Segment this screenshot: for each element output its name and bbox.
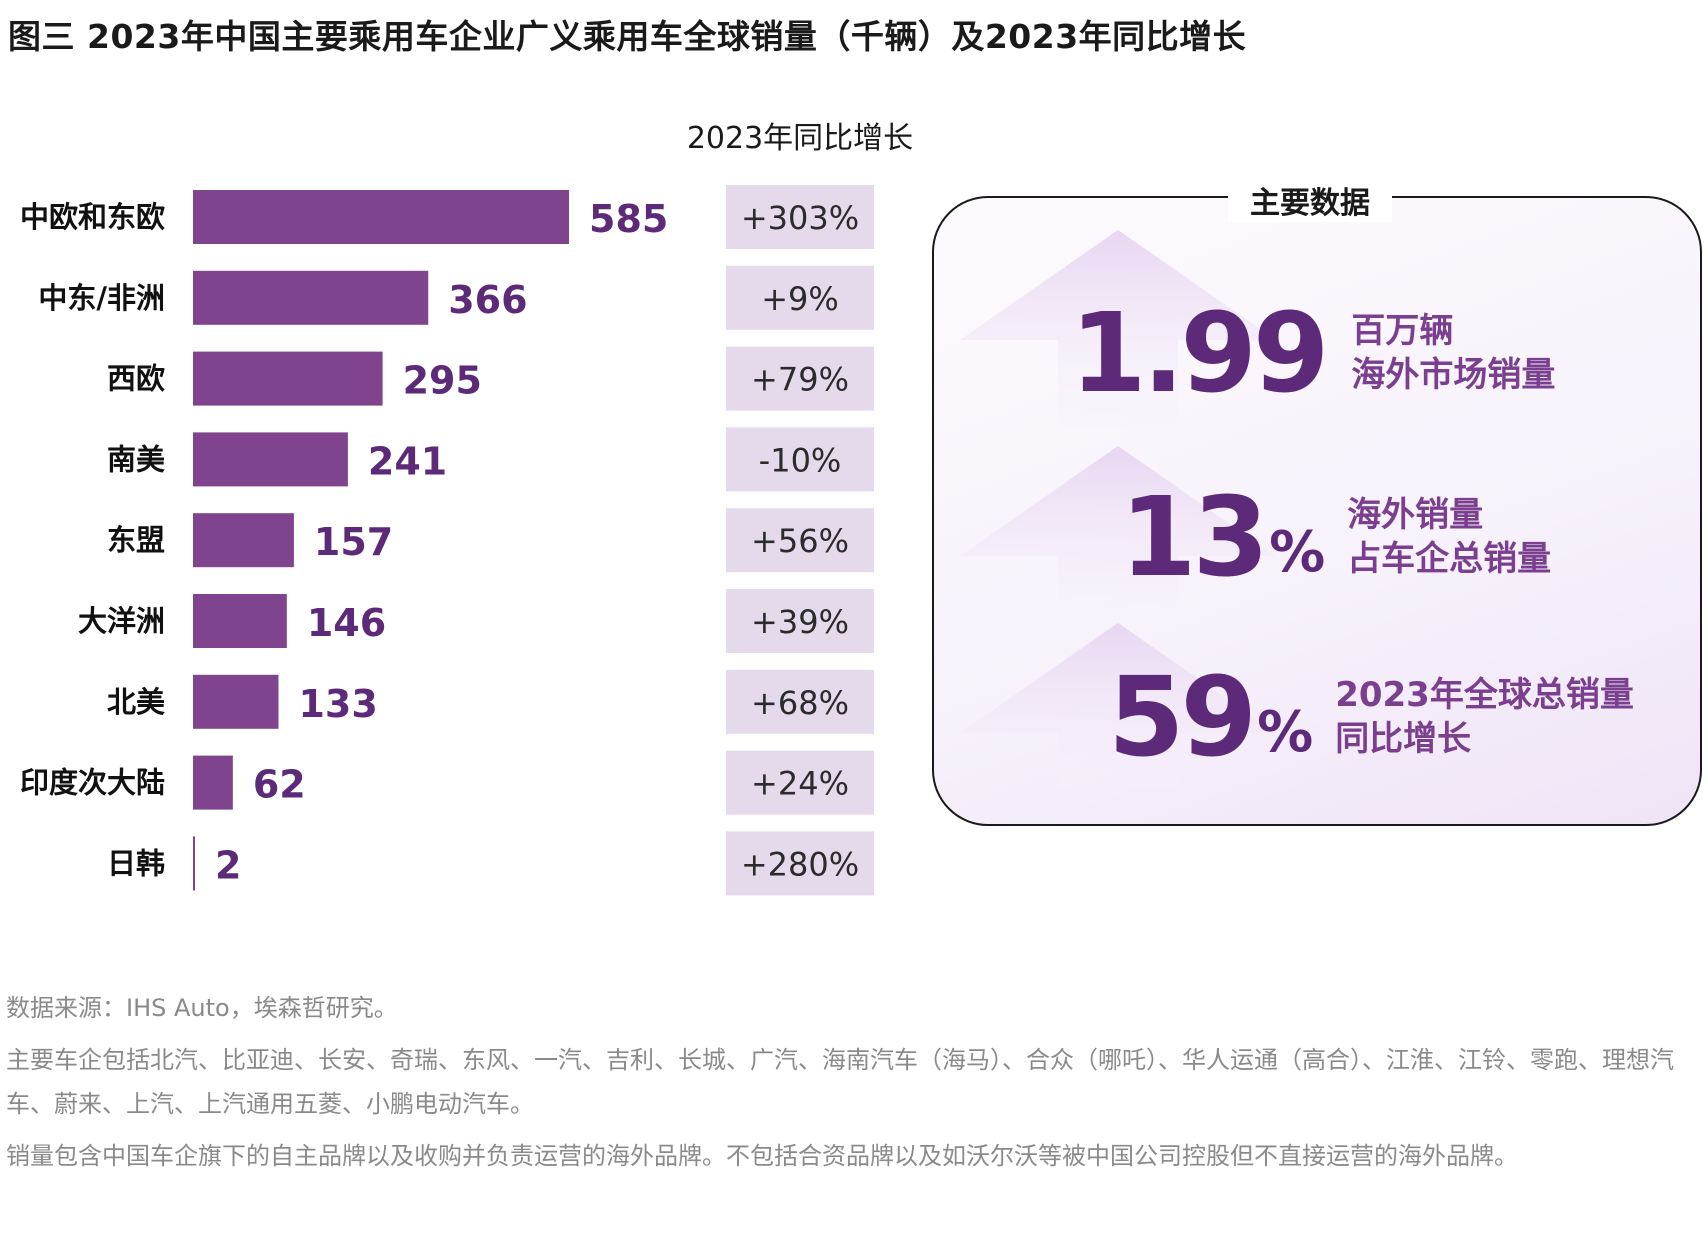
stat-description: 百万辆 海外市场销量 <box>1351 309 1555 397</box>
up-arrow-icon <box>960 230 1276 788</box>
source-note: 数据来源：IHS Auto，埃森哲研究。 <box>6 994 398 1022</box>
value-label: 62 <box>253 763 306 807</box>
bar <box>193 594 287 648</box>
growth-label: +24% <box>751 765 849 803</box>
stat-suffix: % <box>1269 519 1326 585</box>
value-label: 366 <box>448 278 527 322</box>
bar <box>193 755 233 810</box>
value-label: 157 <box>314 520 393 564</box>
bar <box>193 513 294 568</box>
growth-label: +79% <box>751 361 849 399</box>
growth-label: +303% <box>741 199 859 237</box>
growth-label: +9% <box>761 280 839 318</box>
category-label: 北美 <box>107 685 165 719</box>
stat-line2: 占车企总销量 <box>1347 539 1552 579</box>
bar <box>193 190 569 244</box>
category-label: 东盟 <box>107 523 165 557</box>
bar-chart: 中欧和东欧 585 +303% 中东/非洲 366 +9% 西欧 295 +79% 南美 241 -1… <box>20 185 874 896</box>
growth-box <box>726 669 874 734</box>
stat-line1: 海外销量 <box>1347 495 1484 535</box>
value-label: 2 <box>215 843 241 887</box>
growth-label: +68% <box>751 684 849 722</box>
value-label: 241 <box>368 439 447 483</box>
category-label: 西欧 <box>107 362 165 396</box>
growth-label: -10% <box>759 441 842 479</box>
stat-line2: 海外市场销量 <box>1351 355 1556 395</box>
stat-number: 59 <box>1108 653 1257 781</box>
stat-overseas-share: 13 % 海外销量 占车企总销量 <box>1120 482 1551 592</box>
growth-box <box>726 508 874 573</box>
bar <box>193 432 348 487</box>
growth-box <box>726 427 874 492</box>
stat-overseas-sales: 1.99 百万辆 海外市场销量 <box>1070 298 1555 408</box>
figure-title: 图三 2023年中国主要乘用车企业广义乘用车全球销量（千辆）及2023年同比增长 <box>8 17 1247 56</box>
growth-box <box>726 589 874 653</box>
growth-box <box>726 831 874 896</box>
bar <box>193 674 279 729</box>
category-label: 中东/非洲 <box>38 281 165 315</box>
bar <box>193 351 383 406</box>
category-label: 印度次大陆 <box>20 766 165 800</box>
bar <box>193 270 429 325</box>
stat-description: 2023年全球总销量 同比增长 <box>1335 673 1634 761</box>
stat-suffix: % <box>1257 699 1314 765</box>
category-label: 南美 <box>107 442 165 476</box>
bar <box>193 836 195 891</box>
growth-column-title: 2023年同比增长 <box>686 121 914 156</box>
value-label: 146 <box>307 601 386 645</box>
growth-box <box>726 346 874 411</box>
scope-note: 销量包含中国车企旗下的自主品牌以及收购并负责运营的海外品牌。不包括合资品牌以及如… <box>6 1142 1518 1170</box>
stat-line1: 2023年全球总销量 <box>1335 675 1634 715</box>
category-label: 中欧和东欧 <box>20 200 165 234</box>
growth-label: +56% <box>751 522 849 560</box>
key-data-title: 主要数据 <box>1228 178 1392 222</box>
companies-note: 主要车企包括北汽、比亚迪、长安、奇瑞、东风、一汽、吉利、长城、广汽、海南汽车（海… <box>6 1046 1674 1118</box>
value-label: 295 <box>403 359 482 403</box>
growth-label: +280% <box>741 845 859 883</box>
stat-global-growth: 59 % 2023年全球总销量 同比增长 <box>1108 662 1634 772</box>
growth-label: +39% <box>751 603 849 641</box>
growth-box <box>726 750 874 815</box>
stat-description: 海外销量 占车企总销量 <box>1347 493 1551 581</box>
footnotes: 数据来源：IHS Auto，埃森哲研究。 主要车企包括北汽、比亚迪、长安、奇瑞、… <box>6 986 1686 1178</box>
growth-box <box>726 185 874 249</box>
stat-number: 13 <box>1120 473 1269 601</box>
stat-number: 1.99 <box>1070 289 1329 417</box>
key-data-panel <box>932 196 1702 826</box>
value-label: 585 <box>589 197 668 241</box>
stat-line1: 百万辆 <box>1351 311 1454 351</box>
category-label: 日韩 <box>107 846 165 880</box>
category-label: 大洋洲 <box>78 604 165 638</box>
value-label: 133 <box>298 682 377 726</box>
growth-box <box>726 265 874 330</box>
stat-line2: 同比增长 <box>1335 719 1472 759</box>
